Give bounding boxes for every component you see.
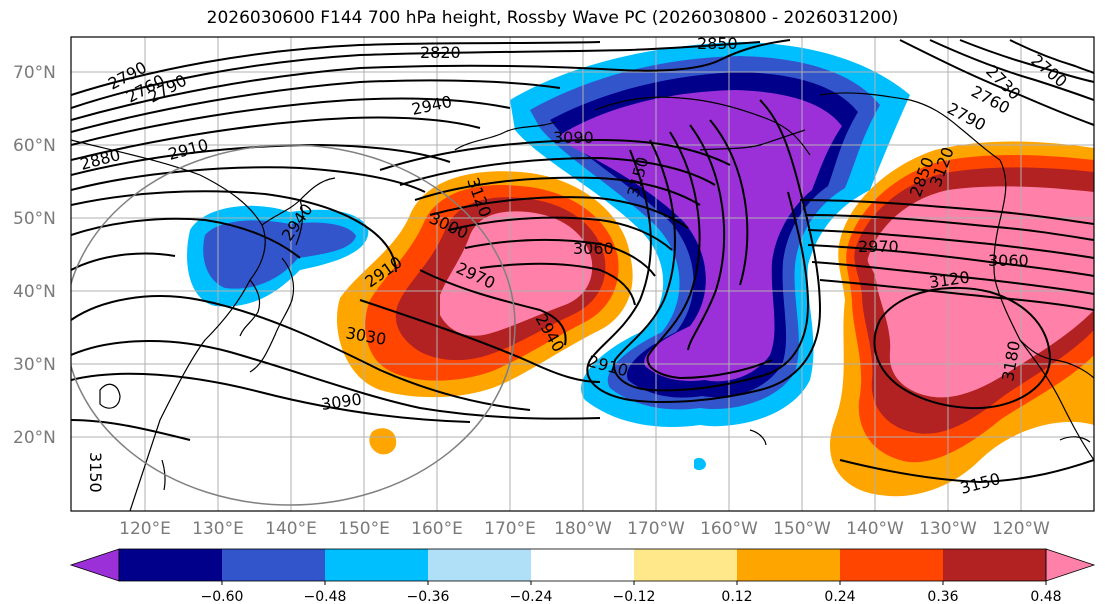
colorbar-tick-label: 0.48	[1030, 589, 1061, 604]
coastlines	[71, 92, 1094, 511]
colorbar-swatch	[531, 549, 635, 581]
lat-label: 50°N	[13, 209, 56, 229]
contour-labels: 2820 2850 2790 2760 2790 2940 3090 2880 …	[78, 34, 1071, 498]
colorbar-tick-label: −0.24	[510, 589, 553, 604]
colorbar-swatch	[737, 549, 841, 581]
contour-label: 3060	[573, 239, 614, 258]
anomaly-negative-central	[510, 42, 910, 428]
colorbar-tick-label: −0.48	[304, 589, 347, 604]
region-circle	[71, 144, 516, 506]
lon-label: 150°E	[338, 519, 390, 539]
colorbar-outline	[118, 548, 1047, 582]
contour-label: 3090	[553, 128, 594, 147]
height-contours	[71, 39, 1094, 484]
lon-label: 140°E	[265, 519, 317, 539]
colorbar-tick-label: 0.12	[721, 589, 752, 604]
lon-label: 130°E	[192, 519, 244, 539]
lon-label: 140°W	[846, 519, 904, 539]
colorbar-swatch	[325, 549, 429, 581]
lat-label: 70°N	[13, 63, 56, 83]
lat-label: 40°N	[13, 282, 56, 302]
colorbar-swatch	[634, 549, 738, 581]
colorbar-swatch	[428, 549, 532, 581]
lon-label: 160°W	[700, 519, 758, 539]
colorbar-extend-low	[69, 548, 120, 582]
contour-label: 2970	[858, 237, 899, 256]
lon-label: 180°W	[554, 519, 612, 539]
colorbar-tick-label: −0.60	[201, 589, 244, 604]
lat-label: 20°N	[13, 428, 56, 448]
colorbar: −0.60 −0.48 −0.36 −0.24 −0.12 0.12 0.24 0.36 0.4…	[69, 548, 1096, 604]
lon-axis-labels: 120°E 130°E 140°E 150°E 160°E 170°E 180°…	[119, 519, 1050, 539]
colorbar-swatch	[943, 549, 1047, 581]
colorbar-tick-label: −0.12	[613, 589, 656, 604]
lon-label: 170°W	[627, 519, 685, 539]
colorbar-tick-label: −0.36	[407, 589, 450, 604]
contour-label: 3060	[988, 251, 1029, 270]
lon-label: 170°E	[484, 519, 536, 539]
lat-label: 60°N	[13, 136, 56, 156]
lat-axis-labels: 70°N 60°N 50°N 40°N 30°N 20°N	[13, 63, 56, 448]
anomaly-negative-west	[187, 205, 369, 307]
colorbar-swatch	[222, 549, 326, 581]
lat-label: 30°N	[13, 355, 56, 375]
contour-label: 2850	[697, 34, 738, 53]
map-frame	[70, 36, 1095, 512]
anomaly-patch	[694, 457, 706, 471]
colorbar-tick-label: 0.24	[824, 589, 855, 604]
colorbar-tick-label: 0.36	[927, 589, 958, 604]
lon-label: 120°E	[119, 519, 171, 539]
lon-label: 150°W	[773, 519, 831, 539]
lon-label: 130°W	[919, 519, 977, 539]
colorbar-swatch	[840, 549, 944, 581]
lon-label: 120°W	[992, 519, 1050, 539]
map-title: 2026030600 F144 700 hPa height, Rossby W…	[206, 8, 899, 28]
contour-label: 3150	[86, 452, 105, 493]
anomaly-patch	[369, 428, 397, 455]
colorbar-swatch	[119, 549, 223, 581]
anomaly-positive-central	[336, 171, 633, 398]
contour-label: 2820	[420, 43, 461, 62]
lon-label: 160°E	[411, 519, 463, 539]
colorbar-extend-high	[1045, 548, 1096, 582]
